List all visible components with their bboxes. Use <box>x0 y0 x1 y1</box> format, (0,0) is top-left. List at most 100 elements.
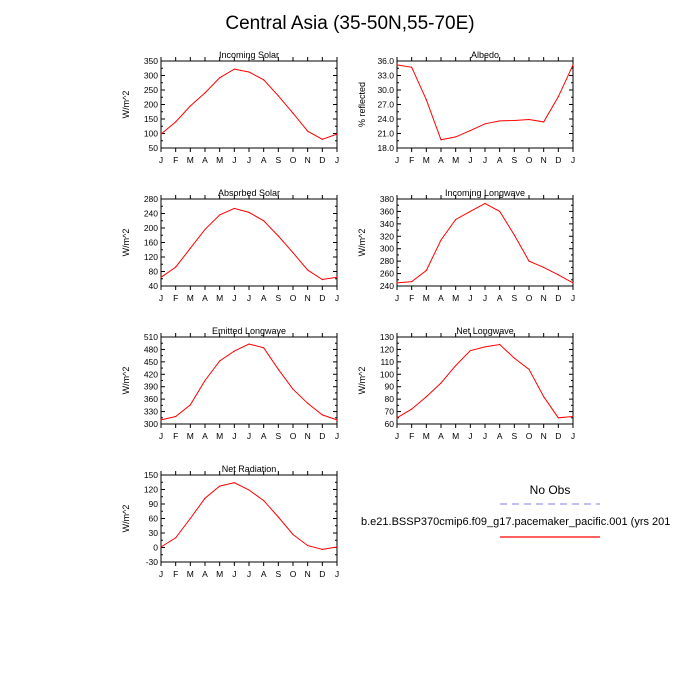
absorbed-solar-title: Absorbed Solar <box>218 188 280 198</box>
incoming-solar-xtick-label: J <box>335 155 339 165</box>
incoming-longwave-data-point <box>469 210 471 213</box>
incoming-longwave-ytick-label: 340 <box>380 219 394 229</box>
emitted-longwave-data-point <box>292 388 294 390</box>
emitted-longwave-ytick-label: 510 <box>144 332 158 342</box>
net-radiation-data-point <box>219 485 221 487</box>
page-title: Central Asia (35-50N,55-70E) <box>225 13 475 34</box>
absorbed-solar-data-point <box>263 220 265 222</box>
absorbed-solar-xtick-label: D <box>319 293 325 303</box>
albedo-xtick-label: D <box>555 155 561 165</box>
absorbed-solar-xtick-label: F <box>173 293 178 303</box>
emitted-longwave-xtick-label: A <box>261 431 267 441</box>
emitted-longwave-xtick-label: D <box>319 431 325 441</box>
incoming-longwave-data-point <box>557 274 559 276</box>
net-radiation-xtick-label: A <box>261 569 267 579</box>
albedo-data-point <box>425 99 427 101</box>
emitted-longwave-data-point <box>233 350 235 352</box>
incoming-solar-title: Incoming Solar <box>219 50 279 60</box>
absorbed-solar-data-point <box>321 278 323 281</box>
net-radiation-ytick-label: 90 <box>149 499 159 509</box>
absorbed-solar-xtick-label: A <box>202 293 208 303</box>
net-longwave-data-point <box>469 350 471 352</box>
net-longwave-xtick-label: M <box>452 431 459 441</box>
incoming-longwave-ytick-label: 280 <box>380 256 394 266</box>
incoming-longwave-data-point <box>513 234 515 236</box>
net-longwave-data-point <box>411 408 413 410</box>
incoming-solar-xtick-label: A <box>261 155 267 165</box>
incoming-solar-chart: Incoming SolarW/m^235030025020015010050J… <box>121 50 339 165</box>
net-longwave-ytick-label: 80 <box>385 394 395 404</box>
albedo-xtick-label: J <box>395 155 399 165</box>
net-longwave-ytick-label: 130 <box>380 332 394 342</box>
absorbed-solar-data-point <box>292 252 294 254</box>
net-longwave-xtick-label: A <box>497 431 503 441</box>
incoming-solar-data-point <box>233 68 235 70</box>
emitted-longwave-xtick-label: O <box>290 431 297 441</box>
albedo-ytick-label: 36.0 <box>377 56 394 66</box>
albedo-data-point <box>499 120 501 122</box>
net-longwave-ylabel: W/m^2 <box>357 367 367 395</box>
absorbed-solar-data-point <box>204 228 206 231</box>
incoming-longwave-ytick-label: 380 <box>380 194 394 204</box>
incoming-longwave-ytick-label: 300 <box>380 244 394 254</box>
albedo-chart: Albedo % reflected 36.0 33.0 30.0 27.0 24.0 21.… <box>357 50 575 165</box>
incoming-longwave-chart: Incoming Longwave W/m^2 380 360 340 320 300 280… <box>357 188 575 303</box>
absorbed-solar-data-point <box>219 214 221 216</box>
absorbed-solar-xtick-label: J <box>159 293 163 303</box>
net-radiation-ytick-label: 120 <box>144 485 158 495</box>
absorbed-solar-data-point <box>175 266 177 268</box>
net-radiation-data-point <box>263 500 265 502</box>
albedo-xtick-label: A <box>497 155 503 165</box>
incoming-solar-ytick-label: 200 <box>144 100 158 110</box>
incoming-longwave-xtick-label: S <box>511 293 517 303</box>
net-longwave-data-point <box>557 417 559 419</box>
incoming-longwave-data-point <box>411 281 413 283</box>
albedo-title: Albedo <box>471 50 499 60</box>
albedo-xtick-label: J <box>571 155 575 165</box>
emitted-longwave-data-point <box>248 343 250 345</box>
net-radiation-xtick-label: M <box>187 569 194 579</box>
net-longwave-xtick-label: N <box>541 431 547 441</box>
incoming-longwave-xtick-label: M <box>452 293 459 303</box>
legend-obs-label: No Obs <box>529 483 571 497</box>
incoming-longwave-xtick-label: M <box>423 293 430 303</box>
incoming-longwave-data-point <box>455 218 457 221</box>
albedo-data-point <box>484 123 486 125</box>
incoming-solar-xtick-label: F <box>173 155 178 165</box>
absorbed-solar-xtick-label: J <box>247 293 251 303</box>
net-radiation-data-point <box>160 546 162 548</box>
incoming-solar-ytick-label: 300 <box>144 71 158 81</box>
albedo-xtick-label: J <box>483 155 487 165</box>
emitted-longwave-xtick-label: S <box>275 431 281 441</box>
net-longwave-data-point <box>528 368 530 370</box>
albedo-xtick-label: J <box>468 155 472 165</box>
albedo-xtick-label: N <box>541 155 547 165</box>
net-longwave-xtick-label: J <box>571 431 575 441</box>
net-radiation-data-point <box>248 489 250 491</box>
incoming-solar-xtick-label: J <box>232 155 236 165</box>
net-longwave-data-point <box>484 346 486 348</box>
net-longwave-data-point <box>513 357 515 359</box>
net-radiation-xtick-label: O <box>290 569 297 579</box>
incoming-solar-data-point <box>189 105 191 107</box>
net-radiation-ytick-label: 60 <box>149 514 159 524</box>
net-longwave-ytick-label: 100 <box>380 369 394 379</box>
net-longwave-ytick-label: 70 <box>385 407 395 417</box>
net-longwave-xtick-label: J <box>483 431 487 441</box>
incoming-solar-data-point <box>277 95 279 97</box>
absorbed-solar-ytick-label: 120 <box>144 252 158 262</box>
incoming-solar-ytick-label: 150 <box>144 114 158 124</box>
incoming-longwave-ytick-label: 320 <box>380 231 394 241</box>
net-radiation-data-point <box>204 497 206 499</box>
absorbed-solar-ytick-label: 40 <box>149 281 159 291</box>
absorbed-solar-ylabel: W/m^2 <box>121 229 131 257</box>
incoming-longwave-data-point <box>499 210 501 213</box>
incoming-solar-data-point <box>248 71 250 73</box>
incoming-solar-data-point <box>292 112 294 114</box>
net-radiation-xtick-label: J <box>159 569 163 579</box>
incoming-solar-xtick-label: O <box>290 155 297 165</box>
absorbed-solar-ytick-label: 160 <box>144 238 158 248</box>
net-longwave-title: Net Longwave <box>456 326 514 336</box>
